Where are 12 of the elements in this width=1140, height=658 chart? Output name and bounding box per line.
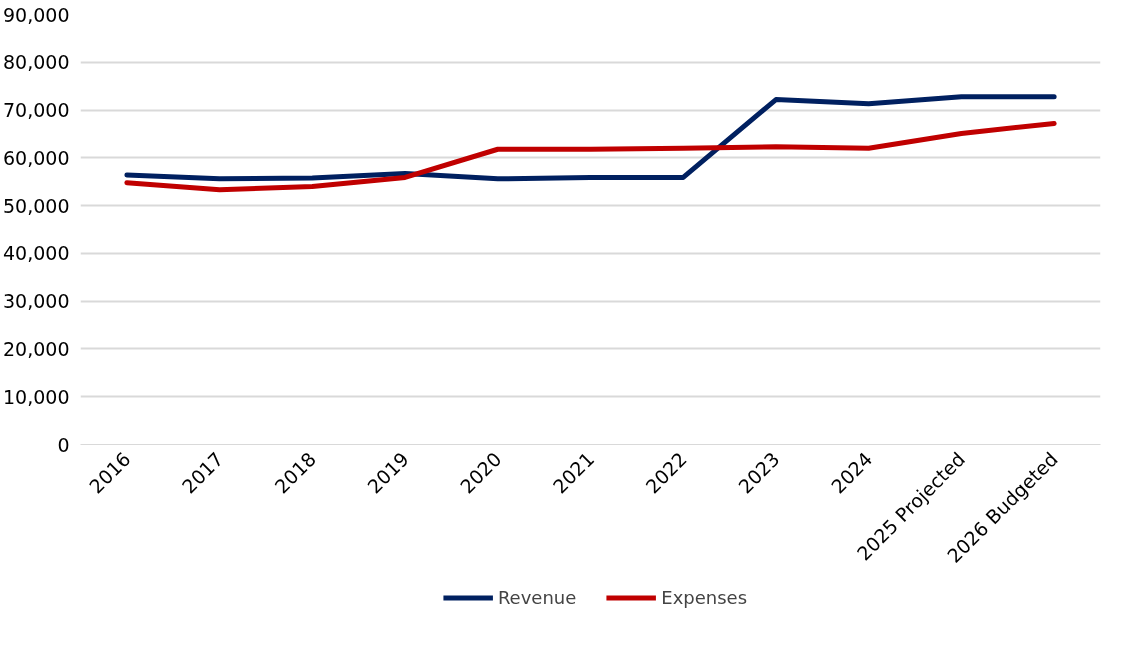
y-tick-label: 20,000: [3, 337, 70, 360]
y-tick-label: 90,000: [3, 3, 70, 26]
y-tick-label: 0: [57, 433, 70, 456]
y-tick-label: 60,000: [3, 146, 70, 169]
y-tick-label: 30,000: [3, 290, 70, 313]
legend-label: Expenses: [661, 586, 748, 608]
y-tick-label: 70,000: [3, 99, 70, 122]
y-tick-label: 50,000: [3, 194, 70, 217]
y-tick-label: 40,000: [3, 242, 70, 265]
y-tick-label: 80,000: [3, 51, 70, 74]
legend-label: Revenue: [497, 586, 577, 608]
y-tick-label: 10,000: [3, 385, 70, 408]
